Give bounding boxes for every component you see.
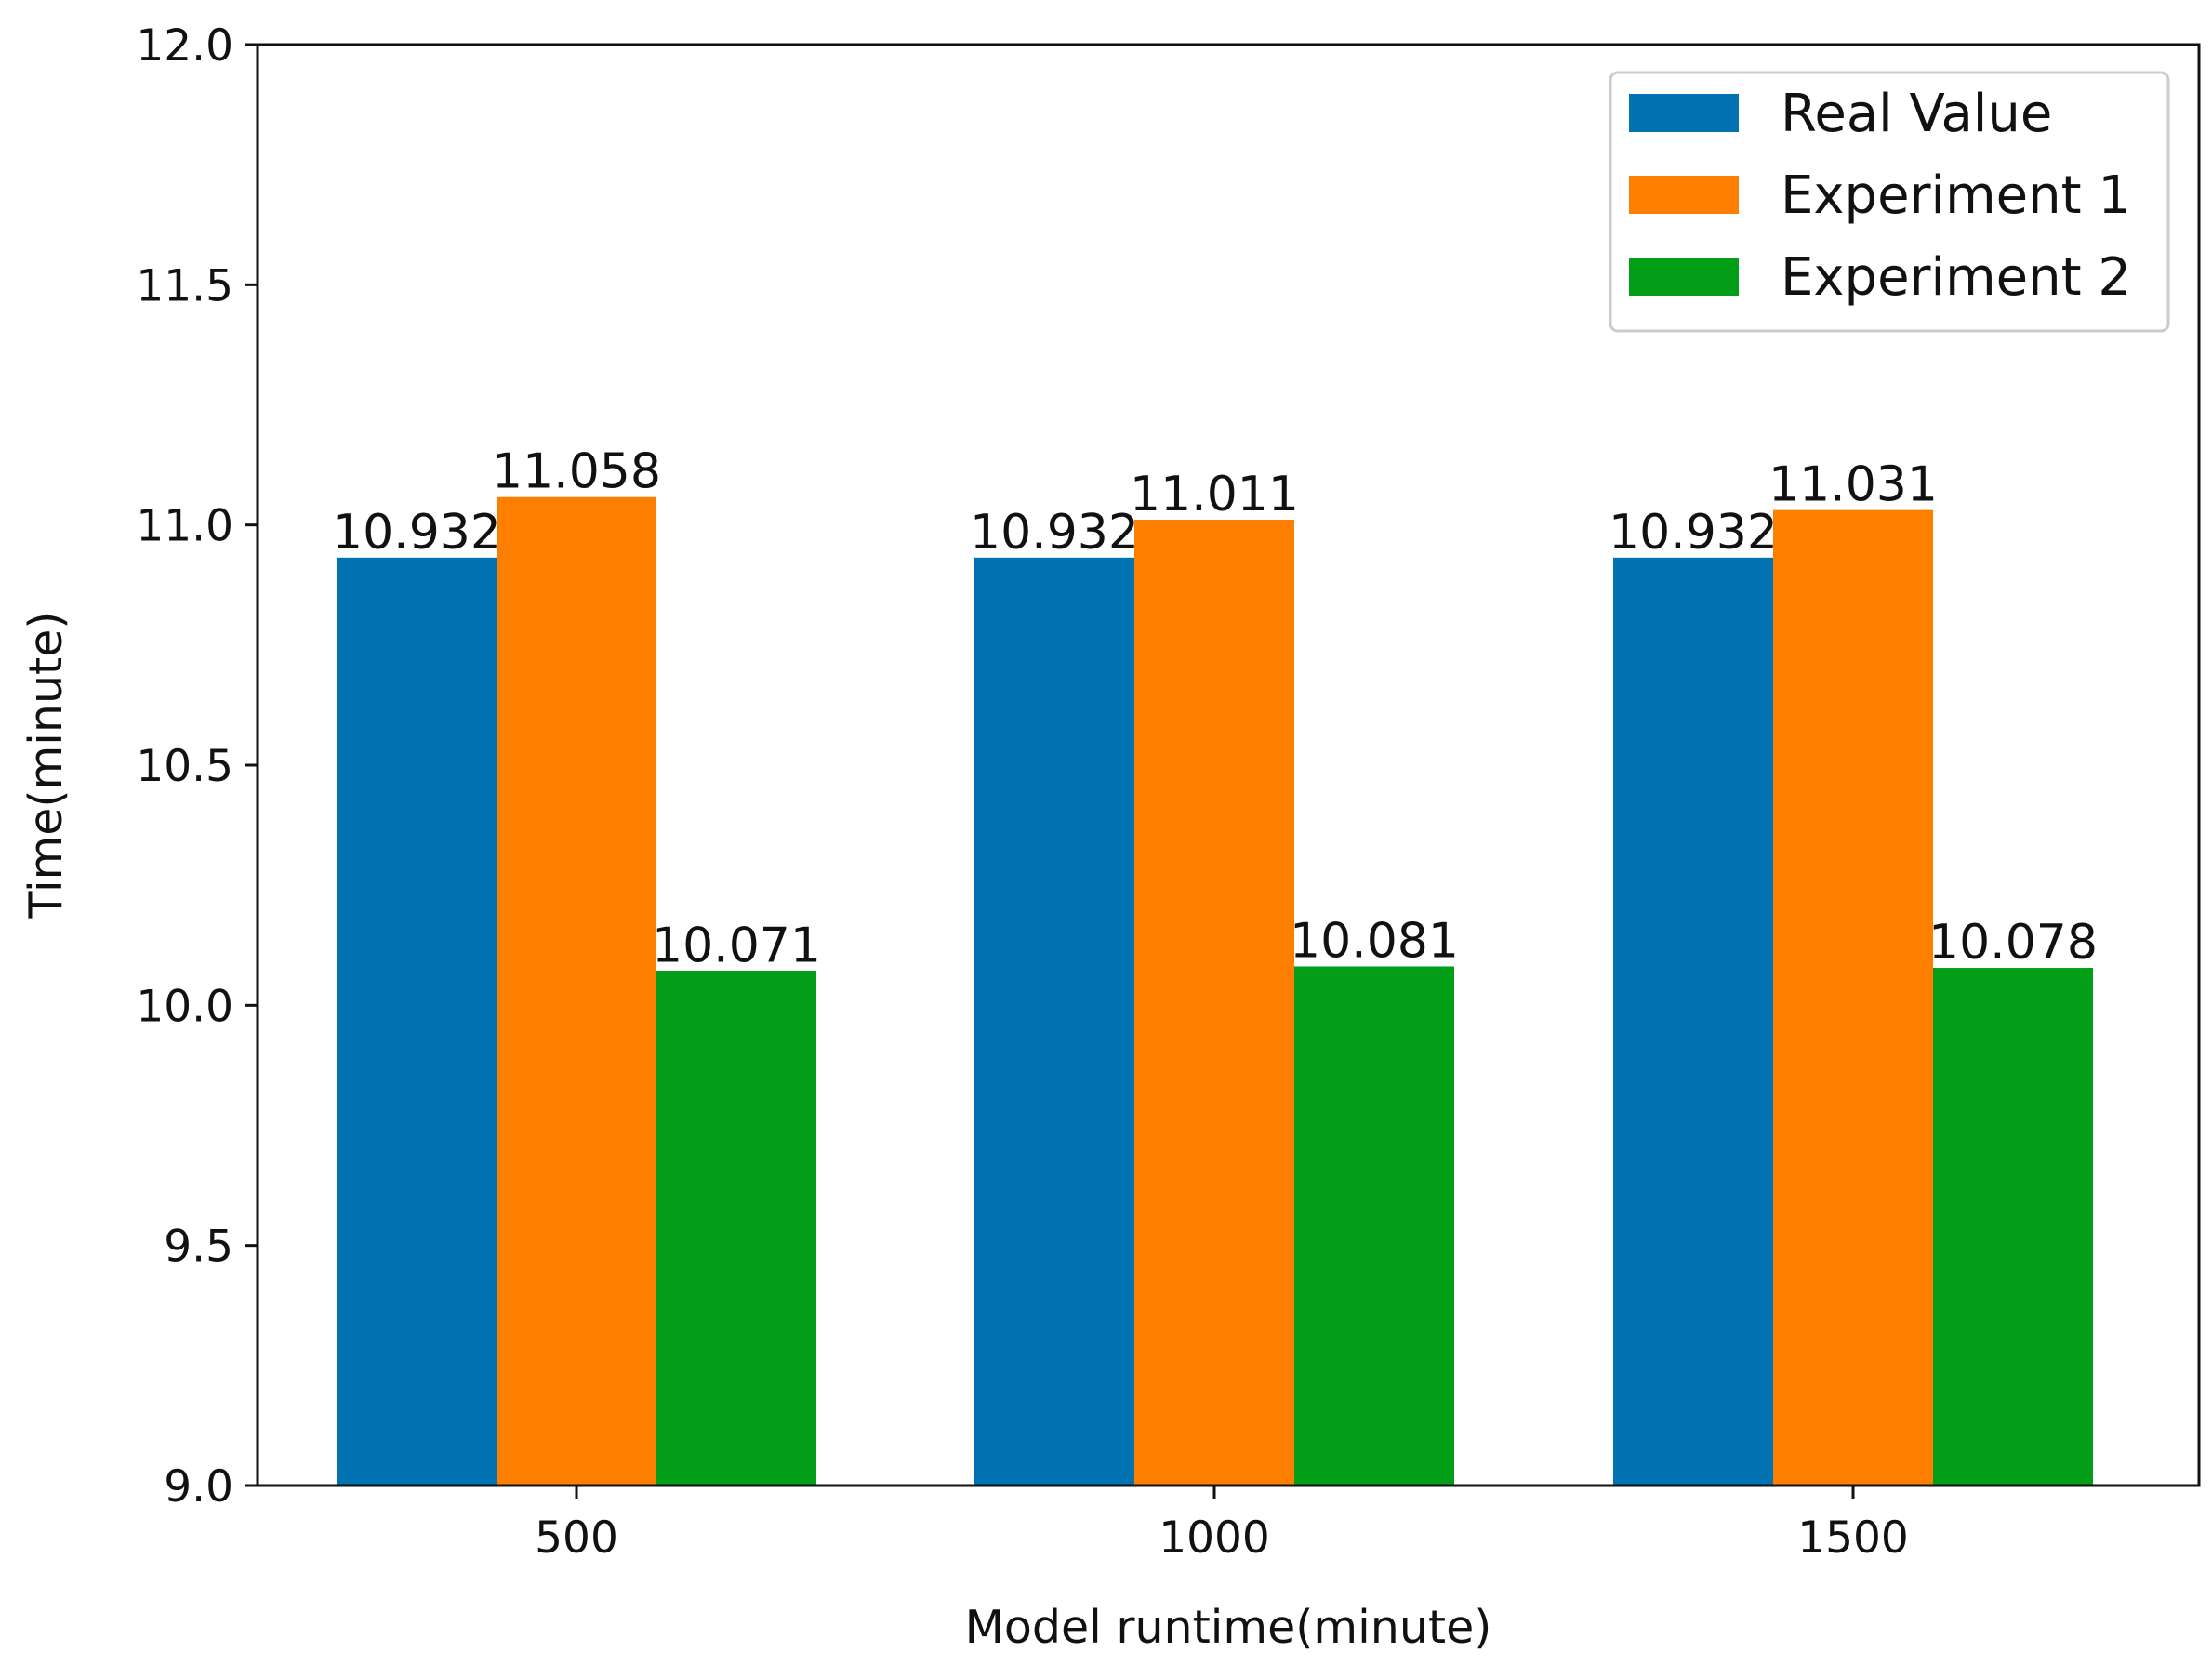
data-label: 10.081: [1290, 913, 1459, 969]
bar-experiment-1-500: [497, 496, 656, 1486]
y-axis-label: Time(minute): [20, 612, 73, 920]
data-label: 10.071: [652, 918, 821, 974]
bar-experiment-1-1500: [1773, 509, 1933, 1486]
legend: Real Value Experiment 1 Experiment 2: [1609, 71, 2170, 333]
bar-real-value-500: [337, 557, 497, 1486]
legend-swatch: [1629, 176, 1739, 214]
bar-real-value-1500: [1613, 557, 1773, 1486]
bar-real-value-1000: [974, 557, 1134, 1486]
bar-experiment-2-1000: [1294, 966, 1454, 1486]
y-tick-label: 11.0: [136, 501, 233, 552]
bar-experiment-2-1500: [1933, 968, 2093, 1486]
x-tick-label: 1000: [1159, 1513, 1270, 1564]
legend-label: Experiment 2: [1781, 247, 2131, 308]
y-tick-label: 10.0: [136, 981, 233, 1032]
x-axis-label: Model runtime(minute): [965, 1601, 1492, 1654]
legend-swatch: [1629, 94, 1739, 132]
axes-layer: 9.0 9.5 10.0 10.5 11.0 11.5 12.0 500 1000 1500 Mod…: [20, 20, 2201, 1654]
data-label: 10.932: [970, 505, 1139, 561]
legend-label: Experiment 1: [1781, 165, 2131, 226]
legend-swatch: [1629, 258, 1739, 296]
bar-experiment-1-1000: [1134, 519, 1294, 1486]
data-label: 11.011: [1130, 467, 1299, 522]
data-label: 10.078: [1928, 915, 2098, 971]
data-label: 11.031: [1768, 457, 1938, 513]
x-tick-label: 500: [535, 1513, 618, 1564]
bars-layer: [337, 496, 2093, 1486]
y-tick-label: 12.0: [136, 20, 233, 72]
data-label: 10.932: [1609, 505, 1778, 561]
legend-box: [1609, 71, 2170, 333]
y-tick-label: 11.5: [136, 260, 233, 311]
legend-label: Real Value: [1781, 84, 2052, 144]
y-tick-label: 9.5: [164, 1222, 233, 1273]
x-tick-label: 1500: [1797, 1513, 1909, 1564]
y-tick-label: 9.0: [164, 1461, 233, 1513]
data-label: 11.058: [492, 444, 661, 500]
bar-experiment-2-500: [656, 971, 816, 1486]
y-tick-label: 10.5: [136, 741, 233, 792]
data-label: 10.932: [332, 505, 501, 561]
